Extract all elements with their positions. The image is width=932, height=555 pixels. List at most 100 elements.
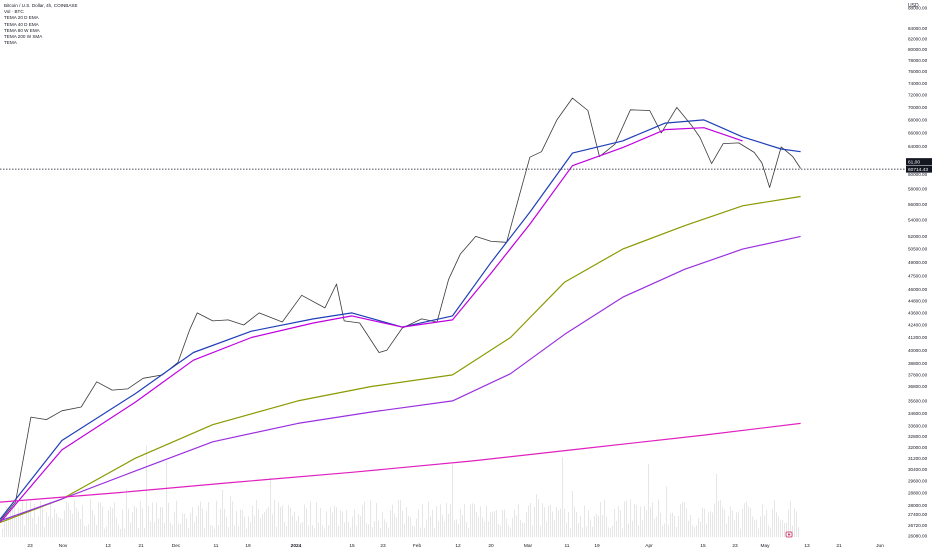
- volume-bar: [164, 523, 165, 537]
- volume-bar: [210, 524, 211, 537]
- volume-bar: [578, 523, 579, 537]
- volume-bar: [690, 515, 691, 537]
- volume-bar: [322, 525, 323, 537]
- time-axis[interactable]: 23 Nov 13 21 Dec 11 19 2024 15 23 Feb 12 20 Mar 11 19 Ap…: [27, 543, 884, 549]
- volume-bar: [532, 525, 533, 537]
- volume-bar: [754, 519, 755, 537]
- volume-bar: [64, 510, 65, 537]
- volume-bar: [520, 519, 521, 537]
- volume-bar: [796, 511, 797, 537]
- volume-bar: [312, 525, 313, 537]
- time-tick-label: Dec: [172, 543, 181, 549]
- volume-bar: [708, 512, 709, 537]
- volume-bar: [620, 510, 621, 537]
- volume-bar: [126, 489, 127, 537]
- series-line-2: [0, 127, 743, 523]
- volume-bar: [680, 504, 681, 537]
- volume-bar: [546, 521, 547, 537]
- volume-bar: [426, 519, 427, 537]
- volume-bar: [386, 522, 387, 537]
- volume-bar: [392, 504, 393, 537]
- volume-bar: [496, 509, 497, 537]
- volume-bar: [726, 523, 727, 537]
- volume-bar: [734, 520, 735, 537]
- volume-bar: [30, 501, 31, 537]
- volume-bar: [14, 504, 15, 537]
- volume-bar: [652, 502, 653, 537]
- volume-bar: [602, 515, 603, 537]
- volume-bar: [508, 525, 509, 537]
- volume-bar: [150, 521, 151, 537]
- volume-bar: [228, 527, 229, 537]
- price-tick-label: 58000.00: [908, 187, 928, 192]
- price-tick-label: 41200.00: [908, 335, 928, 340]
- volume-bar: [162, 507, 163, 537]
- volume-bar: [744, 503, 745, 537]
- volume-bar: [266, 509, 267, 537]
- volume-bar: [174, 512, 175, 537]
- time-tick-label: 23: [27, 543, 33, 549]
- price-axis[interactable]: 26080.00 26720.00 27400.00 28000.00 28800.00…: [908, 6, 928, 539]
- volume-bar: [300, 523, 301, 537]
- volume-bar: [342, 511, 343, 537]
- time-tick-label: 15: [700, 543, 706, 549]
- volume-bar: [718, 500, 719, 537]
- volume-bar: [4, 520, 5, 537]
- volume-bar: [608, 527, 609, 537]
- volume-bar: [158, 518, 159, 537]
- volume-bar: [402, 510, 403, 537]
- price-tick-label: 35600.00: [908, 399, 928, 404]
- price-tick-label: 27400.00: [908, 512, 928, 517]
- volume-bar: [676, 526, 677, 537]
- volume-bar: [274, 499, 275, 537]
- volume-bar: [236, 510, 237, 537]
- time-tick-label: 23: [732, 543, 738, 549]
- volume-bar: [568, 511, 569, 537]
- volume-bar: [208, 502, 209, 537]
- volume-bar: [436, 506, 437, 537]
- volume-bar: [298, 515, 299, 537]
- volume-bar: [290, 507, 291, 537]
- time-tick-label: 21: [836, 543, 842, 549]
- volume-bar: [222, 489, 223, 537]
- time-tick-label: Feb: [413, 543, 422, 549]
- volume-bar: [134, 505, 135, 537]
- price-tick-label: 40000.00: [908, 348, 928, 353]
- volume-bar: [296, 520, 297, 537]
- volume-bar: [780, 520, 781, 537]
- volume-bar: [268, 507, 269, 537]
- time-tick-label: 12: [455, 543, 461, 549]
- volume-bar: [306, 508, 307, 537]
- volume-bar: [658, 499, 659, 537]
- volume-bar: [616, 520, 617, 537]
- volume-bar: [716, 473, 717, 537]
- volume-bar: [330, 507, 331, 537]
- volume-bar: [704, 508, 705, 537]
- price-tick-label: 37800.00: [908, 372, 928, 377]
- volume-bar: [152, 502, 153, 537]
- volume-bar: [388, 527, 389, 537]
- volume-bar: [644, 505, 645, 537]
- volume-bar: [764, 515, 765, 537]
- volume-bar: [596, 513, 597, 537]
- volume-bar: [86, 526, 87, 537]
- volume-bar: [172, 524, 173, 537]
- volume-bar: [338, 525, 339, 537]
- volume-bar: [776, 512, 777, 537]
- volume-bar: [540, 525, 541, 537]
- alarm-icon[interactable]: [785, 531, 793, 538]
- legend-ema-4: TEMA 200 W SMA: [4, 34, 43, 40]
- price-tick-label: 52000.00: [908, 234, 928, 239]
- volume-bar: [166, 461, 167, 537]
- volume-bar: [280, 506, 281, 537]
- volume-bar: [310, 501, 311, 537]
- volume-bar: [106, 526, 107, 537]
- time-tick-label: May: [760, 543, 770, 549]
- volume-bar: [100, 502, 101, 537]
- volume-bar: [240, 509, 241, 537]
- volume-bar: [356, 525, 357, 537]
- volume-bar: [372, 527, 373, 537]
- volume-bar: [380, 528, 381, 537]
